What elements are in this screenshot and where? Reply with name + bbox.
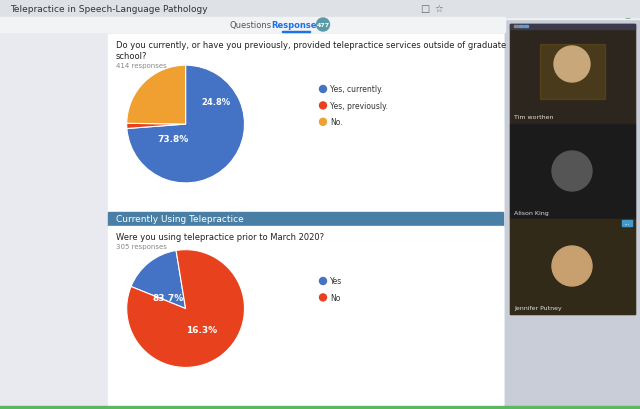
Text: 414 responses: 414 responses	[116, 63, 167, 69]
Text: 24.8%: 24.8%	[202, 98, 231, 107]
Bar	[510, 220, 635, 314]
Text: No.: No.	[330, 118, 342, 127]
Bar	[510, 25, 635, 125]
Text: □: □	[420, 4, 429, 14]
Circle shape	[554, 47, 590, 83]
Bar	[505, 0, 640, 20]
Wedge shape	[127, 66, 244, 184]
Circle shape	[319, 86, 326, 93]
Bar	[622, 220, 632, 227]
Wedge shape	[127, 66, 186, 125]
Circle shape	[552, 246, 592, 286]
Text: Responses: Responses	[271, 21, 321, 30]
Text: school?: school?	[116, 52, 147, 61]
Circle shape	[319, 119, 326, 126]
Text: Alison King: Alison King	[514, 211, 548, 216]
Text: Jennifer Putney: Jennifer Putney	[514, 305, 562, 310]
Bar	[510, 220, 635, 314]
Circle shape	[620, 3, 636, 19]
Wedge shape	[131, 251, 186, 309]
Text: Telepractice in Speech-Language Pathology: Telepractice in Speech-Language Patholog…	[10, 4, 207, 13]
Text: Send: Send	[550, 7, 568, 13]
Wedge shape	[127, 250, 244, 368]
Text: Yes, previously.: Yes, previously.	[330, 102, 388, 110]
Bar	[0, 18, 505, 33]
Bar	[510, 125, 635, 220]
Text: Were you using telepractice prior to March 2020?: Were you using telepractice prior to Mar…	[116, 232, 324, 241]
Bar	[514, 26, 518, 28]
Text: No: No	[330, 293, 340, 302]
Bar	[282, 31, 310, 33]
Circle shape	[319, 294, 326, 301]
Text: ...: ...	[625, 221, 630, 226]
Text: T: T	[625, 7, 631, 16]
Bar	[0, 0, 640, 18]
Bar	[519, 26, 523, 28]
Circle shape	[319, 103, 326, 110]
Text: Yes: Yes	[330, 277, 342, 286]
Text: 16.3%: 16.3%	[186, 325, 218, 334]
Bar	[524, 26, 528, 28]
Circle shape	[319, 278, 326, 285]
Text: ☆: ☆	[434, 4, 443, 14]
Bar	[540, 45, 605, 100]
Bar	[0, 33, 108, 409]
Text: Questions: Questions	[230, 21, 272, 30]
Text: 477: 477	[316, 23, 330, 28]
Wedge shape	[127, 124, 186, 129]
Text: Tim worthen: Tim worthen	[514, 115, 554, 120]
Bar	[510, 125, 635, 220]
Bar	[108, 213, 503, 227]
Bar	[510, 30, 635, 125]
Text: 73.8%: 73.8%	[157, 135, 188, 144]
Bar	[505, 0, 640, 409]
Circle shape	[552, 152, 592, 191]
Bar	[0, 406, 640, 409]
Bar	[543, 4, 575, 17]
Bar	[108, 227, 503, 406]
Bar	[108, 35, 503, 214]
Bar	[510, 25, 635, 30]
Circle shape	[317, 19, 330, 32]
Text: Yes, currently.: Yes, currently.	[330, 85, 383, 94]
Text: Do you currently, or have you previously, provided telepractice services outside: Do you currently, or have you previously…	[116, 41, 506, 50]
Text: Currently Using Telepractice: Currently Using Telepractice	[116, 215, 244, 224]
Text: 83.7%: 83.7%	[152, 294, 184, 303]
Text: 305 responses: 305 responses	[116, 243, 167, 249]
